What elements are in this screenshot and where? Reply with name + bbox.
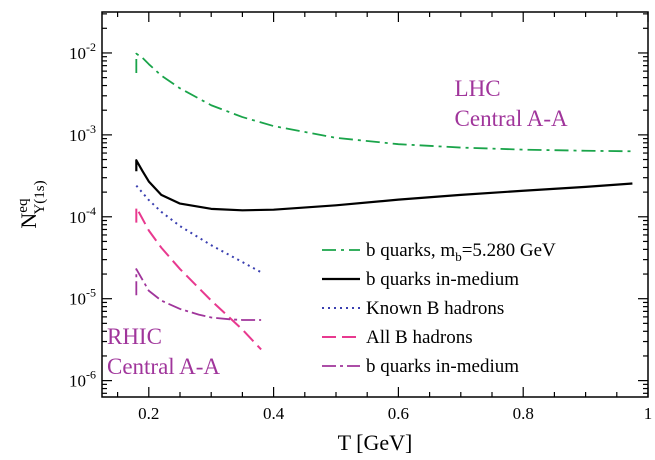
legend-label-5: b quarks in-medium	[366, 356, 519, 377]
legend-label-3: Known B hadrons	[366, 298, 504, 319]
y-tick-label: 10-5	[69, 286, 96, 309]
annotation-lhc: LHC Central A-A	[455, 76, 568, 131]
legend-label-2: b quarks in-medium	[366, 269, 519, 290]
x-axis-label: T [GeV]	[338, 430, 413, 455]
y-tick-label: 10-3	[69, 122, 96, 145]
annotation-rhic: RHIC Central A-A	[107, 324, 220, 379]
y-tick-label: 10-2	[69, 40, 96, 63]
series-line-4	[135, 206, 262, 351]
axis-ticks: 0.2 0.4 0.6 0.8 1 10-6 10-5 10-4 10-3 10-2	[69, 12, 652, 423]
x-tick-label: 0.8	[513, 404, 534, 423]
y-tick-label: 10-4	[69, 204, 96, 227]
y-axis-label: NeqΥ(1s)	[15, 180, 48, 228]
series-line-1	[135, 52, 633, 153]
series-line-3	[135, 184, 262, 274]
x-tick-label: 0.2	[138, 404, 159, 423]
x-tick-label: 0.4	[263, 404, 285, 423]
legend-label-4: All B hadrons	[366, 327, 473, 348]
y-tick-label: 10-6	[69, 368, 96, 391]
annotation-layer: LHC Central A-A RHIC Central A-A	[107, 76, 568, 379]
x-tick-label: 1	[644, 404, 653, 423]
series-layer	[135, 52, 633, 351]
x-tick-label: 0.6	[388, 404, 409, 423]
plot-frame	[101, 11, 649, 398]
legend-label-1: b quarks, mb=5.280 GeV	[366, 240, 556, 264]
legend: b quarks, mb=5.280 GeV b quarks in-medium…	[322, 240, 556, 377]
series-line-5	[135, 268, 262, 321]
series-line-2	[135, 159, 633, 212]
